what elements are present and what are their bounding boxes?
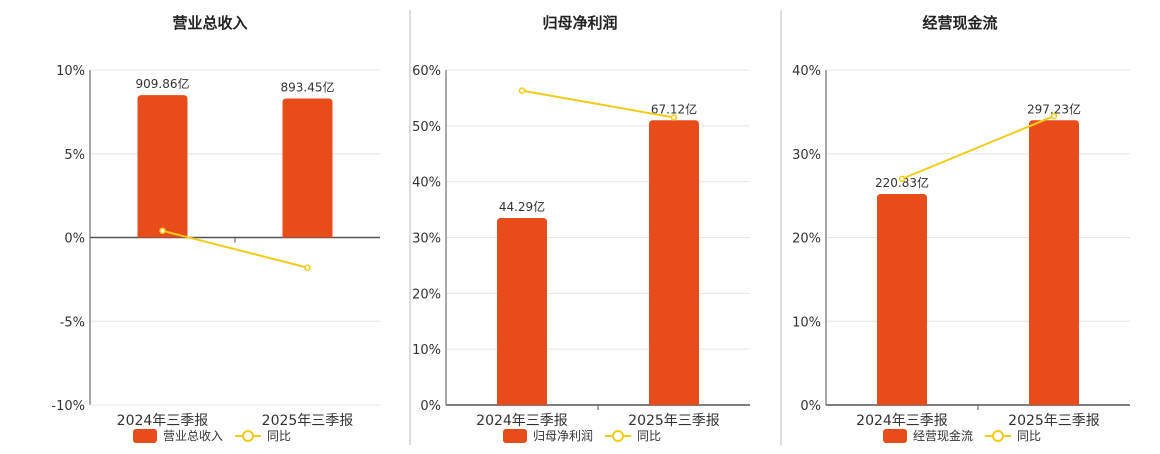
y-tick-label: 20% xyxy=(792,232,821,247)
x-category-label: 2024年三季报 xyxy=(856,413,948,429)
legend-line-marker xyxy=(992,430,1004,442)
legend-bar-label: 经营现金流 xyxy=(913,428,973,443)
y-tick-label: 30% xyxy=(412,232,441,247)
y-tick-label: 30% xyxy=(792,148,821,163)
y-tick-label: 0% xyxy=(800,399,821,414)
yoy-point xyxy=(1050,112,1058,120)
bar-value-label: 893.45亿 xyxy=(281,79,335,94)
chart-title: 经营现金流 xyxy=(922,14,997,32)
y-tick-label: -5% xyxy=(60,315,85,330)
y-tick-label: 10% xyxy=(792,315,821,330)
legend-bar-swatch xyxy=(503,429,527,443)
legend-bar-label: 营业总收入 xyxy=(163,429,223,443)
yoy-line xyxy=(901,115,1055,180)
bar-value-label: 67.12亿 xyxy=(651,101,697,116)
y-tick-label: 0% xyxy=(420,399,441,414)
yoy-point xyxy=(670,114,678,121)
bar xyxy=(282,98,333,238)
chart-panel-3: 经营现金流 40% 30% 20% 10% 0% 2024年三季报 2025年三季报 220.8… xyxy=(792,14,1130,443)
bar-value-label: 297.23亿 xyxy=(1027,101,1081,116)
legend-line-marker xyxy=(242,430,254,442)
legend-bar-swatch xyxy=(883,429,907,443)
y-tick-label: 60% xyxy=(412,64,441,79)
legend-line-label: 同比 xyxy=(1017,429,1041,443)
legend-line-label: 同比 xyxy=(637,429,661,443)
y-tick-label: 10% xyxy=(56,64,85,79)
y-tick-label: 40% xyxy=(412,176,441,191)
y-tick-label: 5% xyxy=(64,148,85,163)
chart-title: 营业总收入 xyxy=(172,14,247,32)
yoy-point xyxy=(518,87,526,94)
yoy-line xyxy=(521,89,675,119)
x-category-label: 2025年三季报 xyxy=(262,413,354,429)
y-tick-label: 40% xyxy=(792,64,821,79)
bar-value-label: 44.29亿 xyxy=(499,199,545,214)
y-tick-label: 0% xyxy=(64,232,85,247)
legend-line-label: 同比 xyxy=(267,429,291,443)
bar-value-label: 220.83亿 xyxy=(875,175,929,190)
chart-panel-2: 归母净利润 60% 50% 40% 30% 20% 10% 0% 2024年三季报 2025年三季… xyxy=(412,14,750,443)
bar-value-label: 909.86亿 xyxy=(136,76,190,91)
bar xyxy=(497,217,547,405)
legend-bar-swatch xyxy=(133,429,157,443)
yoy-point xyxy=(898,175,906,183)
x-category-label: 2025年三季报 xyxy=(1008,413,1100,429)
yoy-point xyxy=(159,227,166,235)
chart-title: 归母净利润 xyxy=(542,14,617,32)
y-tick-label: 10% xyxy=(412,343,441,358)
y-tick-label: 50% xyxy=(412,120,441,135)
yoy-line xyxy=(162,229,308,269)
y-tick-label: -10% xyxy=(51,399,85,414)
legend-bar-label: 归母净利润 xyxy=(533,429,593,443)
bar xyxy=(877,193,927,405)
x-category-label: 2024年三季报 xyxy=(117,413,209,429)
chart-panel-1: 营业总收入 10% 5% 0% -5% -10% 2024年三季报 2025年三季报 909.8… xyxy=(51,14,380,443)
bar xyxy=(649,120,699,405)
bar xyxy=(1029,120,1079,405)
legend-line-marker xyxy=(612,430,624,442)
x-category-label: 2024年三季报 xyxy=(476,413,568,429)
yoy-point xyxy=(304,264,311,271)
y-tick-label: 20% xyxy=(412,287,441,302)
bar xyxy=(137,95,188,238)
x-category-label: 2025年三季报 xyxy=(628,413,720,429)
